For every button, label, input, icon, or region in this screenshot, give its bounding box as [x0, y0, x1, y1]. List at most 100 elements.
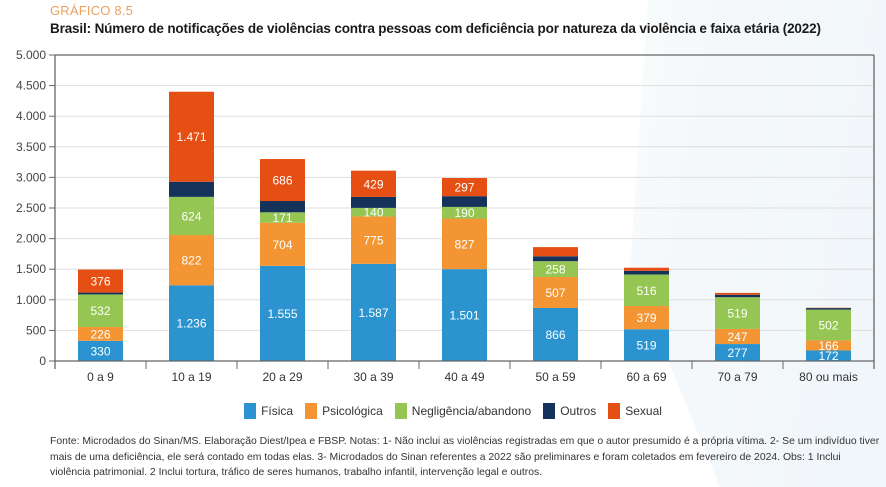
bar-segment [78, 340, 123, 361]
bar-segment [806, 309, 851, 341]
bar-segment [260, 159, 305, 202]
data-label: 624 [181, 209, 201, 223]
bar-segment [169, 285, 214, 361]
y-tick-label: 5.000 [16, 48, 46, 62]
bar-segment [351, 207, 396, 217]
bar-segment [715, 292, 760, 295]
data-label: 686 [272, 174, 292, 188]
bar-segment [624, 267, 669, 271]
bars: 330 226 532 376 1.236 822 624 1.471 1.555 704 171 6… [78, 91, 851, 363]
bar-segment [715, 297, 760, 329]
bar-segment [442, 178, 487, 197]
legend-swatch [394, 403, 407, 419]
legend-swatch [543, 403, 556, 419]
x-axis: 0 a 9 10 a 19 20 a 29 30 a 39 40 a 49 50 a 59… [55, 360, 874, 384]
data-label: 140 [363, 206, 383, 220]
x-tick-label: 0 a 9 [87, 370, 114, 384]
x-tick-label: 50 a 59 [535, 370, 575, 384]
bar-segment [442, 206, 487, 219]
y-tick-label: 2.000 [16, 232, 46, 246]
bar-segment [260, 212, 305, 223]
bar-segment [78, 326, 123, 341]
x-tick-label: 10 a 19 [171, 370, 211, 384]
y-tick-label: 2.500 [16, 201, 46, 215]
bar-segment [260, 265, 305, 361]
bar-segment [624, 274, 669, 307]
y-tick-label: 4.500 [16, 79, 46, 93]
chart-title: Brasil: Número de notificações de violên… [50, 21, 821, 36]
x-tick-label: 40 a 49 [444, 370, 484, 384]
data-label: 379 [636, 311, 656, 325]
legend-item-negligencia: Negligência/abandono [394, 403, 531, 419]
bar-segment [715, 294, 760, 298]
data-label: 1.587 [358, 306, 388, 320]
data-label: 247 [727, 330, 747, 344]
data-label: 502 [818, 318, 838, 332]
legend-item-fisica: Física [244, 403, 293, 419]
bar-segment [806, 308, 851, 310]
data-label: 166 [818, 339, 838, 353]
bar-segment [533, 261, 578, 277]
data-label: 172 [818, 349, 838, 363]
bar-segment [169, 235, 214, 286]
legend: Física Psicológica Negligência/abandono … [0, 403, 886, 419]
bar-segment [169, 91, 214, 182]
bar-segment [715, 328, 760, 345]
bar-segment [533, 308, 578, 361]
data-label: 330 [90, 344, 110, 358]
data-label: 519 [727, 307, 747, 321]
data-label: 866 [545, 328, 565, 342]
data-label: 775 [363, 234, 383, 248]
x-tick-label: 70 a 79 [717, 370, 757, 384]
stacked-bar-chart: 0 500 1.000 1.500 2.000 2.500 3.000 3.500 4.000 4… [16, 48, 875, 384]
bar-segment [624, 270, 669, 275]
bar-segment [715, 344, 760, 361]
bar-segment [442, 218, 487, 270]
legend-item-psicologica: Psicológica [305, 403, 383, 419]
data-label: 277 [727, 346, 747, 360]
data-label: 297 [454, 181, 474, 195]
y-tick-label: 1.500 [16, 262, 46, 276]
data-label: 822 [181, 254, 201, 268]
legend-label: Física [261, 404, 294, 418]
data-label: 827 [454, 237, 474, 251]
data-label: 1.236 [176, 317, 206, 331]
legend-item-sexual: Sexual [608, 403, 662, 419]
data-label: 1.555 [267, 307, 297, 321]
bar-segment [533, 256, 578, 262]
data-label: 519 [636, 339, 656, 353]
data-label: 532 [90, 304, 110, 318]
bar-segment [351, 196, 396, 208]
bar-segment [442, 196, 487, 207]
y-tick-label: 0 [39, 354, 46, 368]
data-label: 516 [636, 284, 656, 298]
data-label: 376 [90, 275, 110, 289]
y-tick-label: 1.000 [16, 293, 46, 307]
data-label: 1.471 [176, 130, 206, 144]
bar-segment [260, 201, 305, 213]
x-tick-label: 30 a 39 [353, 370, 393, 384]
x-tick-label: 60 a 69 [626, 370, 666, 384]
source-notes: Fonte: Microdados do Sinan/MS. Elaboraçã… [50, 436, 880, 478]
bar-segment [78, 292, 123, 295]
data-label: 258 [545, 263, 565, 277]
data-label: 190 [454, 206, 474, 220]
bar-segment [169, 196, 214, 236]
legend-swatch [305, 403, 318, 419]
bar-segment [78, 269, 123, 293]
bar-segment [78, 294, 123, 327]
bar-segment [351, 170, 396, 197]
legend-item-outros: Outros [543, 403, 596, 419]
legend-swatch [608, 403, 621, 419]
legend-swatch [244, 403, 257, 419]
legend-label: Outros [560, 404, 597, 418]
y-tick-label: 3.000 [16, 170, 46, 184]
bar-segment [260, 222, 305, 266]
bar-segment [624, 306, 669, 330]
y-tick-label: 3.500 [16, 140, 46, 154]
legend-label: Psicológica [322, 404, 383, 418]
data-label: 1.501 [449, 309, 479, 323]
data-label: 429 [363, 177, 383, 191]
legend-label: Sexual [625, 404, 662, 418]
x-tick-label: 80 ou mais [799, 370, 858, 384]
